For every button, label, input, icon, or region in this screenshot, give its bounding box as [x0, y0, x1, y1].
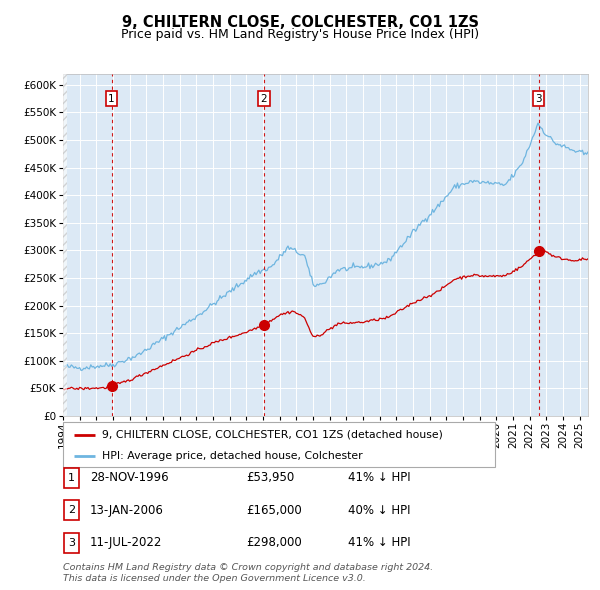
- Text: 13-JAN-2006: 13-JAN-2006: [90, 504, 164, 517]
- Text: 41% ↓ HPI: 41% ↓ HPI: [348, 536, 410, 549]
- Bar: [63, 74, 67, 416]
- Text: £53,950: £53,950: [246, 471, 294, 484]
- Text: £165,000: £165,000: [246, 504, 302, 517]
- Text: 41% ↓ HPI: 41% ↓ HPI: [348, 471, 410, 484]
- Text: 1: 1: [108, 94, 115, 104]
- Text: 28-NOV-1996: 28-NOV-1996: [90, 471, 169, 484]
- Text: 11-JUL-2022: 11-JUL-2022: [90, 536, 163, 549]
- Text: This data is licensed under the Open Government Licence v3.0.: This data is licensed under the Open Gov…: [63, 574, 366, 583]
- Text: 2: 2: [260, 94, 267, 104]
- Text: 9, CHILTERN CLOSE, COLCHESTER, CO1 1ZS: 9, CHILTERN CLOSE, COLCHESTER, CO1 1ZS: [121, 15, 479, 30]
- Text: 9, CHILTERN CLOSE, COLCHESTER, CO1 1ZS (detached house): 9, CHILTERN CLOSE, COLCHESTER, CO1 1ZS (…: [102, 430, 443, 440]
- Text: 2: 2: [68, 506, 75, 515]
- Text: 3: 3: [68, 538, 75, 548]
- Text: 1: 1: [68, 473, 75, 483]
- Text: Price paid vs. HM Land Registry's House Price Index (HPI): Price paid vs. HM Land Registry's House …: [121, 28, 479, 41]
- Text: £298,000: £298,000: [246, 536, 302, 549]
- Text: 3: 3: [535, 94, 542, 104]
- Text: 40% ↓ HPI: 40% ↓ HPI: [348, 504, 410, 517]
- Text: Contains HM Land Registry data © Crown copyright and database right 2024.: Contains HM Land Registry data © Crown c…: [63, 563, 433, 572]
- Text: HPI: Average price, detached house, Colchester: HPI: Average price, detached house, Colc…: [102, 451, 362, 461]
